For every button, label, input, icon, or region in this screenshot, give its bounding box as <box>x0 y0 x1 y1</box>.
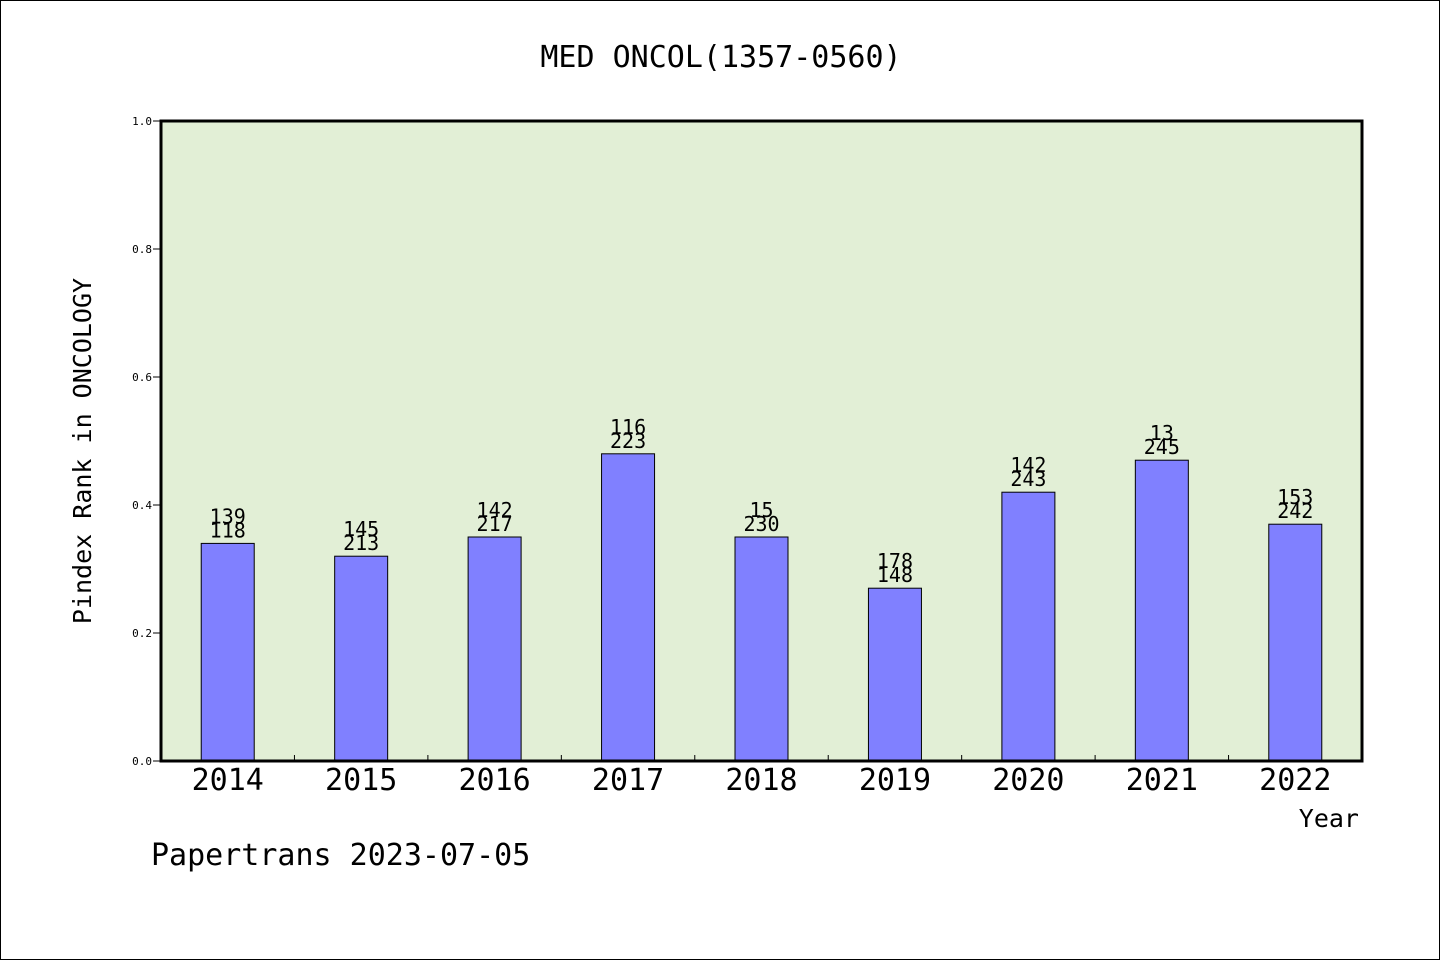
chart-title: MED ONCOL(1357-0560) <box>540 40 901 75</box>
x-tick-label: 2015 <box>325 763 397 798</box>
bar-label-top: 139 <box>210 504 246 528</box>
y-tick-label: 1.0 <box>132 115 152 128</box>
bar-label-top: 153 <box>1277 485 1313 509</box>
bar-label-top: 178 <box>877 549 913 573</box>
x-axis-label: Year <box>1299 804 1359 833</box>
bar-2021 <box>1134 459 1189 762</box>
bar-label-top: 13 <box>1150 421 1174 445</box>
bar-2019 <box>867 587 922 762</box>
bar-label-top: 142 <box>477 498 513 522</box>
bar-label-top: 15 <box>749 498 773 522</box>
bar-label-bottom: 217 <box>477 512 513 536</box>
bar-label-bottom: 242 <box>1277 499 1313 523</box>
bar-label-bottom: 230 <box>743 512 779 536</box>
y-tick-label: 0.6 <box>132 371 152 384</box>
bar-2015 <box>334 555 389 762</box>
y-tick-label: 0.0 <box>132 755 152 768</box>
bar-2016 <box>467 536 522 762</box>
x-axis: 2014 2015 2016 2017 2018 2019 2020 2021 2022 <box>192 755 1331 798</box>
bar-label-bottom: 245 <box>1144 435 1180 459</box>
bar-2020 <box>1001 491 1056 762</box>
y-axis: 0.0 0.2 0.4 0.6 0.8 1.0 <box>132 115 161 768</box>
bar-2018 <box>734 536 789 762</box>
x-tick-label: 2019 <box>859 763 931 798</box>
bar-label-bottom: 243 <box>1010 467 1046 491</box>
bar-label-top: 145 <box>343 517 379 541</box>
bar-label-bottom: 118 <box>210 518 246 542</box>
x-tick-label: 2014 <box>192 763 264 798</box>
bar-2014 <box>200 542 255 762</box>
bar-2017 <box>601 453 656 762</box>
y-tick-label: 0.4 <box>132 499 152 512</box>
bar-label-bottom: 148 <box>877 563 913 587</box>
y-axis-label: Pindex Rank in ONCOLOGY <box>68 278 97 624</box>
bar-label-top: 116 <box>610 415 646 439</box>
x-tick-label: 2018 <box>725 763 797 798</box>
bar-2022 <box>1268 523 1323 762</box>
x-tick-label: 2017 <box>592 763 664 798</box>
bar-label-bottom: 213 <box>343 531 379 555</box>
x-tick-label: 2021 <box>1126 763 1198 798</box>
x-tick-label: 2020 <box>992 763 1064 798</box>
y-tick-label: 0.2 <box>132 627 152 640</box>
plot-border <box>159 119 1364 763</box>
bars-group <box>200 453 1323 762</box>
x-tick-label: 2016 <box>458 763 530 798</box>
x-tick-label: 2022 <box>1259 763 1331 798</box>
y-tick-label: 0.8 <box>132 243 152 256</box>
bar-label-top: 142 <box>1010 453 1046 477</box>
footer-credit: Papertrans 2023-07-05 <box>151 838 530 873</box>
bar-label-bottom: 223 <box>610 429 646 453</box>
